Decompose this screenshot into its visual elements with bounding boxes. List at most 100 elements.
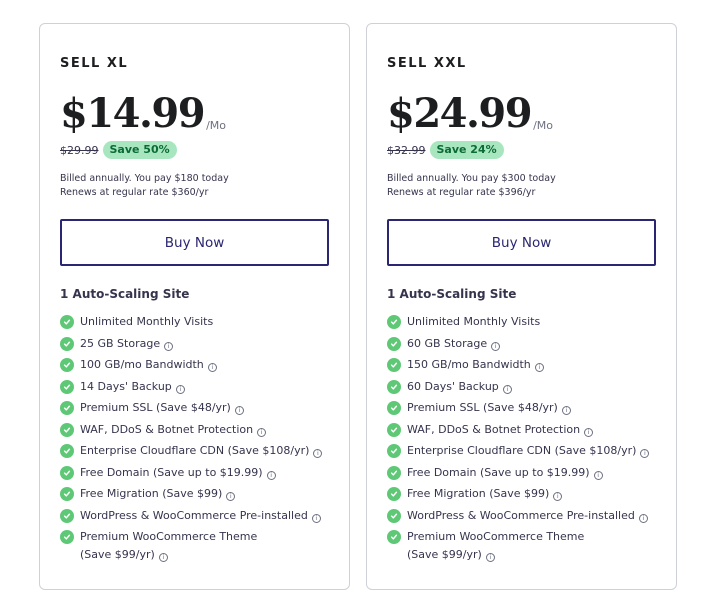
check-circle-icon <box>387 358 401 372</box>
feature-text: Premium SSL (Save $48/yr) <box>407 401 558 414</box>
info-icon[interactable]: i <box>175 384 185 394</box>
plan-price: $14.99 <box>60 90 206 137</box>
plan-name: SELL XL <box>60 56 129 71</box>
feature-item: Free Domain (Save up to $19.99) i <box>60 464 345 482</box>
info-icon[interactable]: i <box>226 492 236 501</box>
renewal-line: Renews at regular rate $396/yr <box>387 187 536 198</box>
feature-item: WordPress & WooCommerce Pre-installed i <box>387 507 672 525</box>
feature-item: Free Migration (Save $99) i <box>387 485 672 503</box>
check-circle-icon <box>60 508 74 523</box>
check-circle-icon <box>60 336 74 351</box>
feature-text: 25 GB Storage <box>80 336 161 350</box>
feature-item: 14 Days' Backup i <box>60 378 345 396</box>
old-price: $32.99 <box>387 143 426 157</box>
info-icon[interactable]: i <box>553 492 563 501</box>
feature-item: WAF, DDoS & Botnet Protection i <box>60 421 345 439</box>
feature-text: Premium SSL (Save $48/yr) <box>80 401 231 414</box>
feature-item: Unlimited Monthly Visits <box>60 313 345 331</box>
info-icon[interactable]: i <box>640 449 650 458</box>
feature-item: Premium SSL (Save $48/yr) i <box>387 399 672 417</box>
check-circle-icon <box>60 530 74 544</box>
info-icon[interactable]: i <box>638 513 648 523</box>
info-icon[interactable]: i <box>313 449 323 458</box>
check-circle-icon <box>387 379 401 394</box>
feature-item: Enterprise Cloudflare CDN (Save $108/yr)… <box>60 442 345 460</box>
feature-item: 25 GB Storage i <box>60 335 345 353</box>
feature-text: Free Domain (Save up to $19.99) <box>407 465 590 479</box>
feature-list: Unlimited Monthly Visits 25 GB Storage i 10… <box>60 313 345 568</box>
check-circle-icon <box>387 444 401 458</box>
feature-text: WAF, DDoS & Botnet Protection <box>407 422 581 436</box>
billing-info: Billed annually. You pay $180 today Rene… <box>60 172 229 200</box>
feature-item: 60 Days' Backup i <box>387 378 672 396</box>
price-unit: /Mo <box>533 119 554 132</box>
sites-heading: 1 Auto-Scaling Site <box>60 287 190 301</box>
feature-text: 60 Days' Backup <box>407 379 499 393</box>
plan-name: SELL XXL <box>387 56 467 71</box>
feature-item: Free Migration (Save $99) i <box>60 485 345 503</box>
info-icon[interactable]: i <box>158 553 168 562</box>
info-icon[interactable]: i <box>491 341 501 351</box>
info-icon[interactable]: i <box>485 553 495 562</box>
feature-text: 14 Days' Backup <box>80 379 172 393</box>
info-icon[interactable]: i <box>207 363 217 372</box>
billing-line: Billed annually. You pay $180 today <box>60 173 229 184</box>
feature-item: WordPress & WooCommerce Pre-installed i <box>60 507 345 525</box>
check-circle-icon <box>60 465 74 480</box>
feature-text: Unlimited Monthly Visits <box>80 315 214 328</box>
plan-price: $24.99 <box>387 90 533 137</box>
feature-text: Premium WooCommerce Theme <box>407 530 585 543</box>
buy-now-button[interactable]: Buy Now <box>387 219 656 266</box>
feature-text: Free Migration (Save $99) <box>407 487 550 500</box>
save-badge: Save 24% <box>429 141 504 159</box>
check-circle-icon <box>60 444 74 458</box>
buy-now-button[interactable]: Buy Now <box>60 219 329 266</box>
feature-text: 60 GB Storage <box>407 336 488 350</box>
feature-text: 100 GB/mo Bandwidth <box>80 358 204 371</box>
plan-card-sell-xl: SELL XL $14.99 /Mo $29.99 Save 50% Bille… <box>39 23 350 590</box>
check-circle-icon <box>60 487 74 501</box>
feature-list: Unlimited Monthly Visits 60 GB Storage i 15… <box>387 313 672 568</box>
feature-text: WordPress & WooCommerce Pre-installed <box>80 508 308 522</box>
check-circle-icon <box>60 315 74 329</box>
feature-text: Free Migration (Save $99) <box>80 487 223 500</box>
check-circle-icon <box>387 465 401 480</box>
info-icon[interactable]: i <box>164 341 174 351</box>
plan-card-sell-xxl: SELL XXL $24.99 /Mo $32.99 Save 24% Bill… <box>366 23 677 590</box>
check-circle-icon <box>60 401 74 415</box>
billing-line: Billed annually. You pay $300 today <box>387 173 556 184</box>
feature-text: WordPress & WooCommerce Pre-installed <box>407 508 635 522</box>
check-circle-icon <box>387 508 401 523</box>
feature-text: WAF, DDoS & Botnet Protection <box>80 422 254 436</box>
feature-text-secondary: (Save $99/yr) <box>407 548 482 561</box>
info-icon[interactable]: i <box>561 406 571 415</box>
check-circle-icon <box>387 315 401 329</box>
info-icon[interactable]: i <box>266 470 276 480</box>
feature-text-secondary: (Save $99/yr) <box>80 548 155 561</box>
feature-text: Enterprise Cloudflare CDN (Save $108/yr) <box>80 444 310 457</box>
feature-item: WAF, DDoS & Botnet Protection i <box>387 421 672 439</box>
check-circle-icon <box>60 379 74 394</box>
save-badge: Save 50% <box>102 141 177 159</box>
billing-info: Billed annually. You pay $300 today Rene… <box>387 172 556 200</box>
feature-text: Enterprise Cloudflare CDN (Save $108/yr) <box>407 444 637 457</box>
discount-row: $32.99 Save 24% <box>387 141 504 159</box>
discount-row: $29.99 Save 50% <box>60 141 177 159</box>
check-circle-icon <box>387 487 401 501</box>
info-icon[interactable]: i <box>584 427 594 437</box>
info-icon[interactable]: i <box>311 513 321 523</box>
old-price: $29.99 <box>60 143 99 157</box>
feature-item: 150 GB/mo Bandwidth i <box>387 356 672 374</box>
feature-item: Enterprise Cloudflare CDN (Save $108/yr)… <box>387 442 672 460</box>
info-icon[interactable]: i <box>234 406 244 415</box>
feature-item: Premium SSL (Save $48/yr) i <box>60 399 345 417</box>
check-circle-icon <box>387 401 401 415</box>
info-icon[interactable]: i <box>593 470 603 480</box>
feature-item: 60 GB Storage i <box>387 335 672 353</box>
price-unit: /Mo <box>206 119 227 132</box>
info-icon[interactable]: i <box>257 427 267 437</box>
check-circle-icon <box>387 336 401 351</box>
info-icon[interactable]: i <box>534 363 544 372</box>
check-circle-icon <box>60 422 74 437</box>
info-icon[interactable]: i <box>502 384 512 394</box>
